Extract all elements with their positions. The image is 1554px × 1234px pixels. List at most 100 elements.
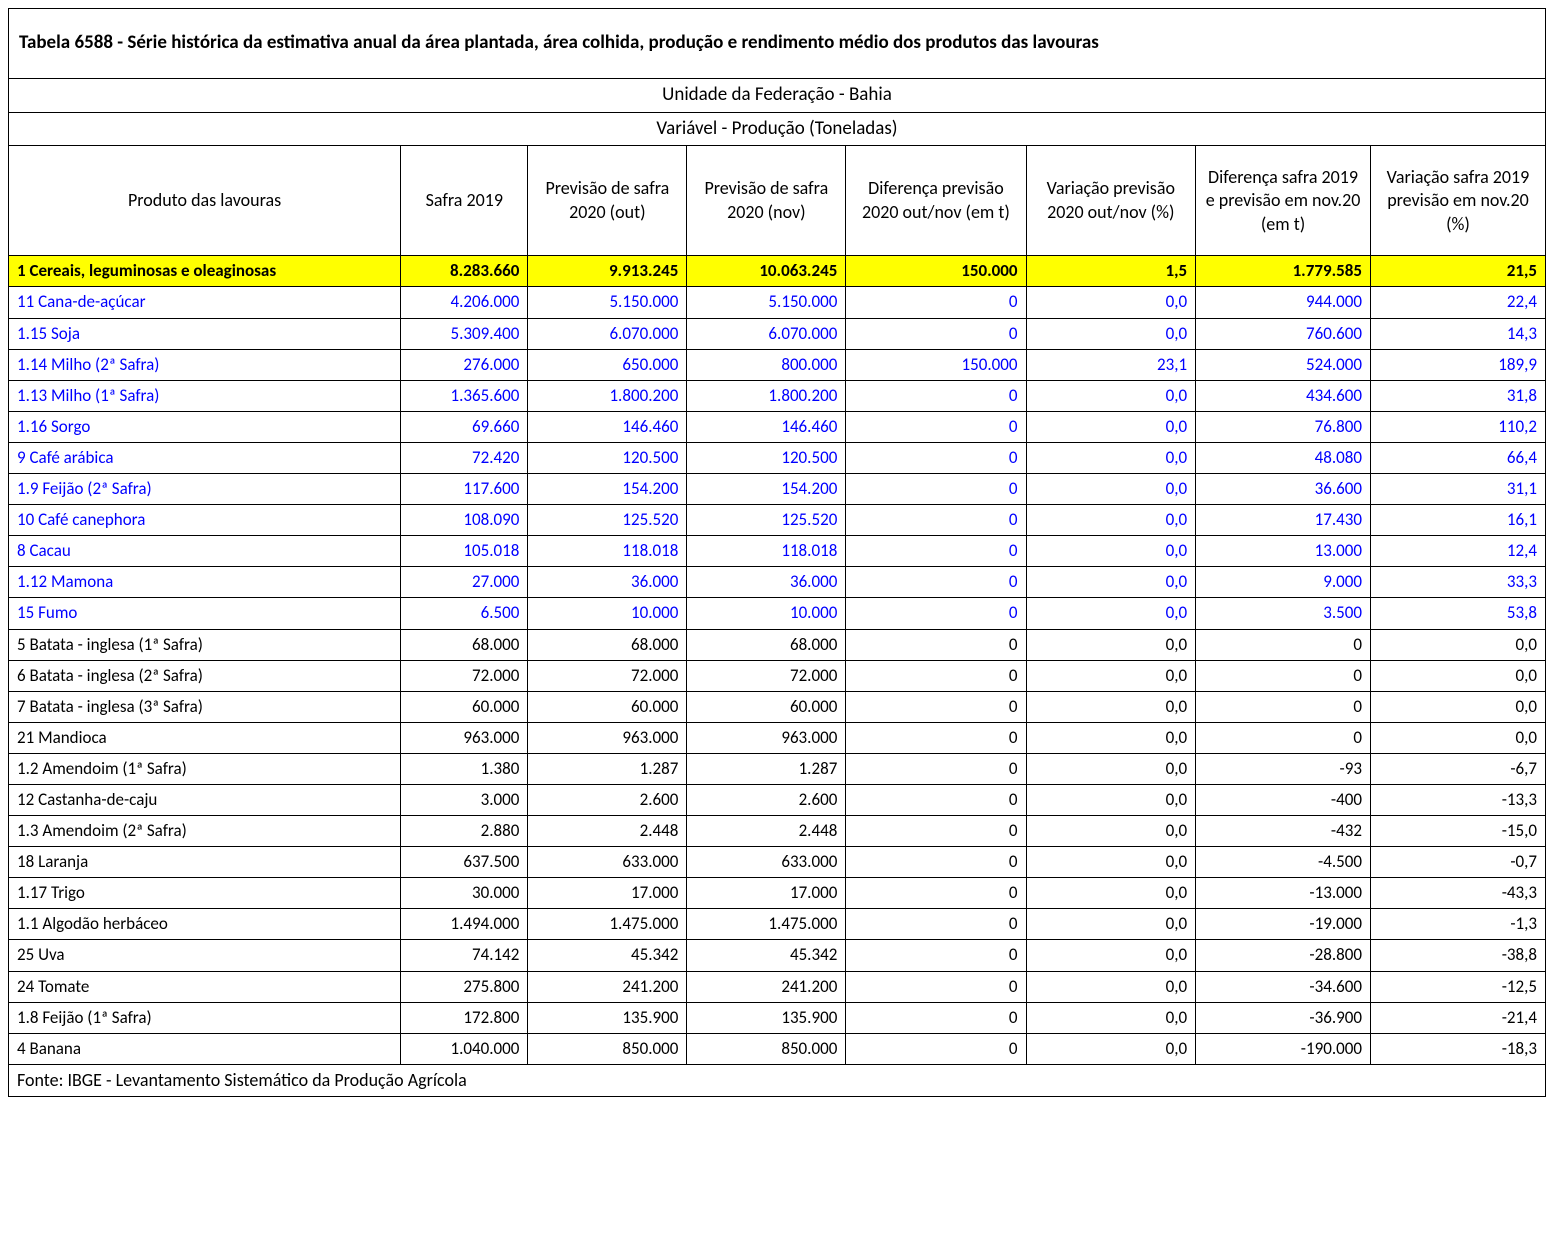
value-cell: 0 — [846, 722, 1026, 753]
value-cell: 276.000 — [401, 349, 528, 380]
value-cell: 963.000 — [401, 722, 528, 753]
value-cell: 22,4 — [1370, 287, 1545, 318]
product-name: 1.16 Sorgo — [9, 411, 401, 442]
table-row: 12 Castanha-de-caju3.0002.6002.60000,0-4… — [9, 784, 1546, 815]
value-cell: 0 — [846, 971, 1026, 1002]
value-cell: 120.500 — [687, 442, 846, 473]
value-cell: 10.000 — [528, 598, 687, 629]
value-cell: 0,0 — [1026, 380, 1196, 411]
value-cell: 0 — [846, 816, 1026, 847]
value-cell: 1.040.000 — [401, 1033, 528, 1064]
value-cell: 963.000 — [528, 722, 687, 753]
column-header: Previsão de safra 2020 (out) — [528, 146, 687, 256]
value-cell: 0,0 — [1370, 660, 1545, 691]
value-cell: 3.500 — [1196, 598, 1371, 629]
value-cell: 0 — [846, 318, 1026, 349]
column-header: Diferença safra 2019 e previsão em nov.2… — [1196, 146, 1371, 256]
value-cell: 48.080 — [1196, 442, 1371, 473]
product-name: 11 Cana-de-açúcar — [9, 287, 401, 318]
value-cell: 0 — [846, 505, 1026, 536]
value-cell: 5.309.400 — [401, 318, 528, 349]
column-header: Safra 2019 — [401, 146, 528, 256]
value-cell: -1,3 — [1370, 909, 1545, 940]
value-cell: 0,0 — [1026, 536, 1196, 567]
value-cell: -12,5 — [1370, 971, 1545, 1002]
value-cell: 1.380 — [401, 753, 528, 784]
value-cell: 45.342 — [528, 940, 687, 971]
value-cell: 0,0 — [1370, 691, 1545, 722]
value-cell: 31,1 — [1370, 474, 1545, 505]
value-cell: 1.779.585 — [1196, 256, 1371, 287]
value-cell: 135.900 — [687, 1002, 846, 1033]
value-cell: 0,0 — [1026, 411, 1196, 442]
value-cell: 30.000 — [401, 878, 528, 909]
value-cell: 1.475.000 — [528, 909, 687, 940]
value-cell: 33,3 — [1370, 567, 1545, 598]
value-cell: 241.200 — [687, 971, 846, 1002]
value-cell: 0,0 — [1026, 318, 1196, 349]
value-cell: 1,5 — [1026, 256, 1196, 287]
value-cell: 53,8 — [1370, 598, 1545, 629]
value-cell: 0,0 — [1026, 878, 1196, 909]
value-cell: 850.000 — [687, 1033, 846, 1064]
value-cell: 8.283.660 — [401, 256, 528, 287]
value-cell: -28.800 — [1196, 940, 1371, 971]
table-row: 1.14 Milho (2ª Safra)276.000650.000800.0… — [9, 349, 1546, 380]
value-cell: 146.460 — [528, 411, 687, 442]
product-name: 4 Banana — [9, 1033, 401, 1064]
column-header: Produto das lavouras — [9, 146, 401, 256]
value-cell: 0,0 — [1026, 567, 1196, 598]
table-row: 1.3 Amendoim (2ª Safra)2.8802.4482.44800… — [9, 816, 1546, 847]
value-cell: 68.000 — [401, 629, 528, 660]
value-cell: -18,3 — [1370, 1033, 1545, 1064]
value-cell: -93 — [1196, 753, 1371, 784]
value-cell: 9.913.245 — [528, 256, 687, 287]
value-cell: 524.000 — [1196, 349, 1371, 380]
table-row: 7 Batata - inglesa (3ª Safra)60.00060.00… — [9, 691, 1546, 722]
table-row: 1.15 Soja5.309.4006.070.0006.070.00000,0… — [9, 318, 1546, 349]
product-name: 5 Batata - inglesa (1ª Safra) — [9, 629, 401, 660]
value-cell: 0,0 — [1026, 971, 1196, 1002]
value-cell: 5.150.000 — [687, 287, 846, 318]
value-cell: 72.420 — [401, 442, 528, 473]
value-cell: 154.200 — [528, 474, 687, 505]
product-name: 25 Uva — [9, 940, 401, 971]
value-cell: 0,0 — [1026, 722, 1196, 753]
value-cell: 0,0 — [1026, 909, 1196, 940]
product-name: 1.12 Mamona — [9, 567, 401, 598]
value-cell: 60.000 — [528, 691, 687, 722]
value-cell: 69.660 — [401, 411, 528, 442]
table-row: 8 Cacau105.018118.018118.01800,013.00012… — [9, 536, 1546, 567]
value-cell: 23,1 — [1026, 349, 1196, 380]
value-cell: 10.063.245 — [687, 256, 846, 287]
value-cell: 1.494.000 — [401, 909, 528, 940]
value-cell: 1.475.000 — [687, 909, 846, 940]
value-cell: 0,0 — [1370, 722, 1545, 753]
value-cell: 637.500 — [401, 847, 528, 878]
value-cell: 13.000 — [1196, 536, 1371, 567]
subtitle2-row: Variável - Produção (Toneladas) — [9, 112, 1546, 146]
product-name: 18 Laranja — [9, 847, 401, 878]
table-row: 6 Batata - inglesa (2ª Safra)72.00072.00… — [9, 660, 1546, 691]
product-name: 1.14 Milho (2ª Safra) — [9, 349, 401, 380]
value-cell: 189,9 — [1370, 349, 1545, 380]
table-row: 10 Café canephora108.090125.520125.52000… — [9, 505, 1546, 536]
title-row: Tabela 6588 - Série histórica da estimat… — [9, 9, 1546, 79]
value-cell: -19.000 — [1196, 909, 1371, 940]
value-cell: 0 — [846, 753, 1026, 784]
table-row: 25 Uva74.14245.34245.34200,0-28.800-38,8 — [9, 940, 1546, 971]
value-cell: 1.287 — [687, 753, 846, 784]
product-name: 1.17 Trigo — [9, 878, 401, 909]
value-cell: 110,2 — [1370, 411, 1545, 442]
value-cell: 17.000 — [687, 878, 846, 909]
value-cell: 17.430 — [1196, 505, 1371, 536]
value-cell: 0,0 — [1026, 816, 1196, 847]
table-row: 9 Café arábica72.420120.500120.50000,048… — [9, 442, 1546, 473]
value-cell: 31,8 — [1370, 380, 1545, 411]
value-cell: -6,7 — [1370, 753, 1545, 784]
value-cell: 68.000 — [528, 629, 687, 660]
value-cell: 633.000 — [528, 847, 687, 878]
value-cell: 0 — [846, 567, 1026, 598]
value-cell: 0,0 — [1026, 691, 1196, 722]
subtitle-variable: Variável - Produção (Toneladas) — [9, 112, 1546, 146]
